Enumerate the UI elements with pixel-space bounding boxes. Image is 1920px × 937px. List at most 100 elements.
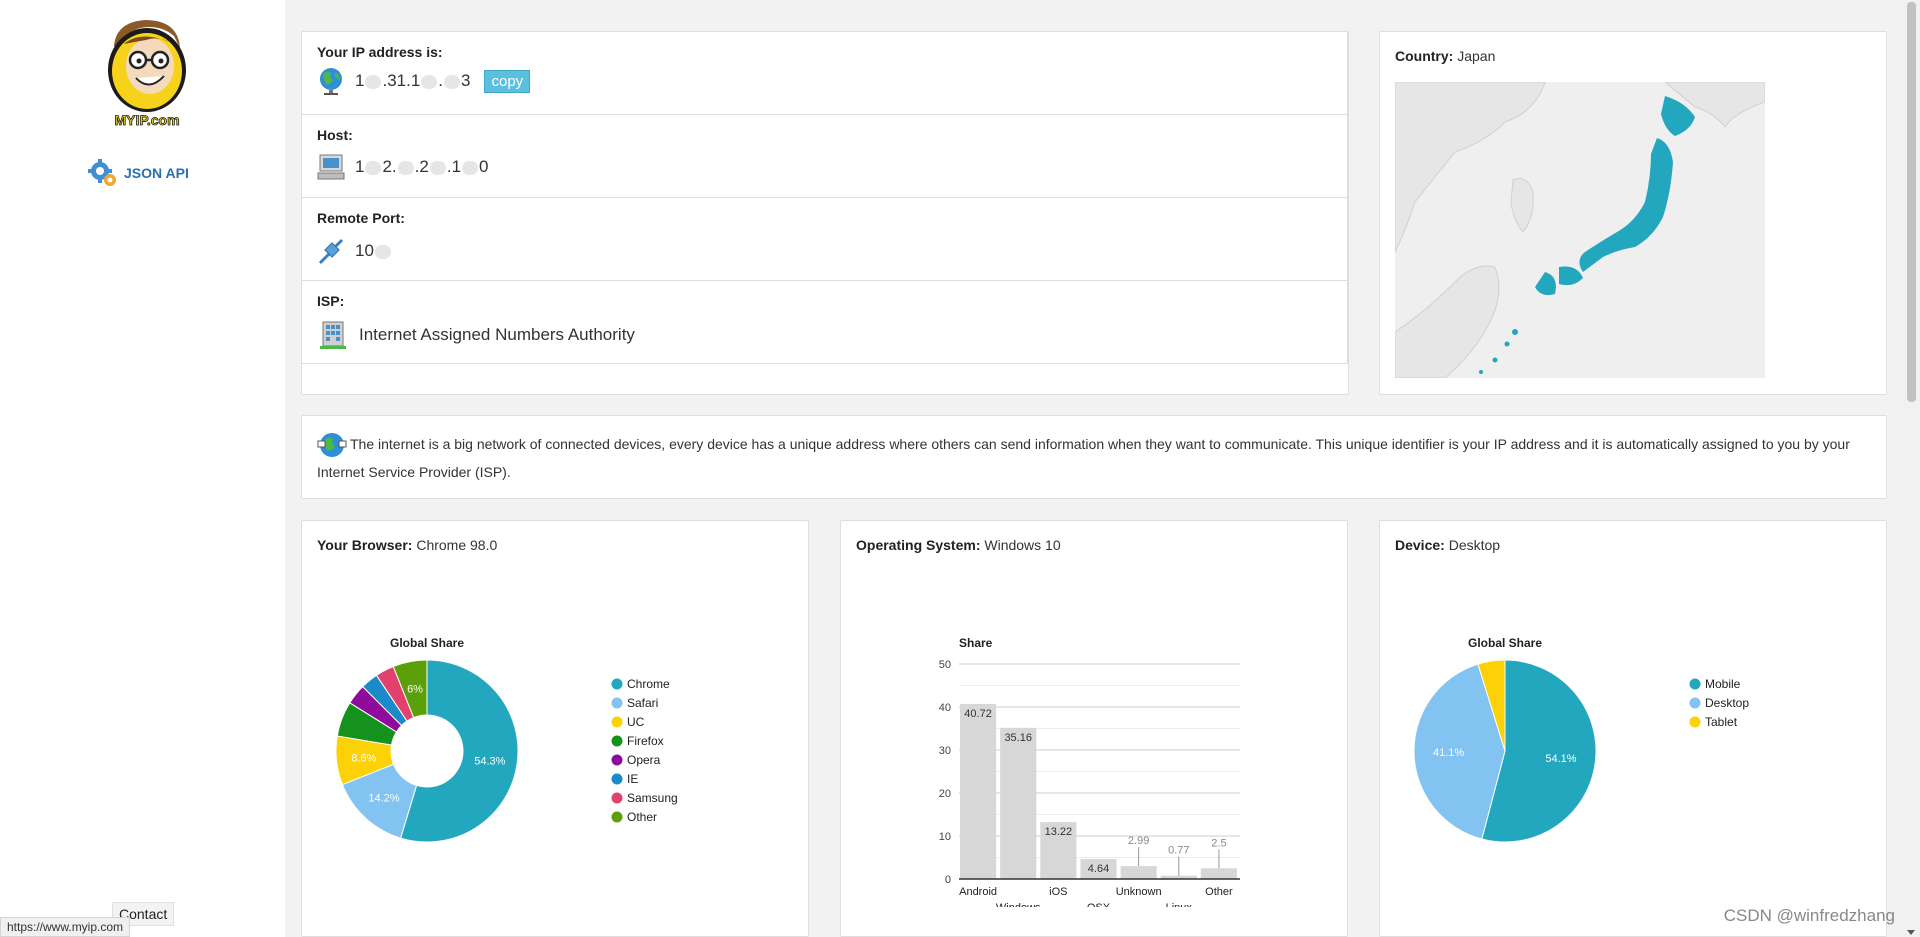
os-xtick-android: Android [959,886,997,898]
myip-logo[interactable]: MYIP.com [100,14,194,130]
os-ytick-40: 40 [939,702,951,714]
browser-legend-chrome[interactable]: Chrome [627,677,670,691]
japan-shape [1479,96,1695,374]
os-share-chart: Share 0 10 20 30 40 50 40.72 Android 35.16 Windows… [939,636,1240,907]
remote-port-row: Remote Port: 10 [302,198,1348,281]
device-slice-label-mobile: 54.1% [1545,753,1576,765]
os-bar-linux[interactable] [1160,875,1197,879]
browser-legend-uc[interactable]: UC [627,715,645,729]
scroll-down-arrow[interactable] [1907,930,1915,935]
isp-value: Internet Assigned Numbers Authority [359,325,635,344]
network-cable-icon [318,238,344,265]
os-bar-label-ios: 13.22 [1045,826,1073,838]
os-bar-label-osx: 4.64 [1088,863,1109,875]
os-xtick-ios: iOS [1049,886,1067,898]
browser-slice-label-uc: 8.6% [351,753,376,765]
os-xtick-unknown: Unknown [1116,886,1162,898]
country-map [1395,82,1765,378]
os-bar-label-linux: 0.77 [1168,845,1189,857]
browser-chart-title: Global Share [390,636,464,650]
browser-slice-label-other: 6% [407,684,423,696]
device-legend-swatch-desktop [1689,697,1701,709]
os-xtick-linux: Linux [1166,902,1193,907]
browser-value: Chrome 98.0 [416,537,498,553]
browser-legend-swatch-firefox [611,735,623,747]
copy-ip-button[interactable]: copy [484,69,531,93]
os-ytick-0: 0 [945,874,951,886]
device-legend-mobile[interactable]: Mobile [1705,677,1741,691]
browser-legend-swatch-other [611,811,623,823]
cartoon-face-icon: MYIP.com [108,20,186,128]
json-api-link[interactable]: JSON API [88,158,189,188]
ip-address-row: Your IP address is: 1.31.1. 3 copy [302,32,1348,115]
os-bar-label-windows: 35.16 [1004,732,1032,744]
os-panel: Operating System: Windows 10 Share 0 10 20 3… [840,520,1348,937]
os-bar-ios[interactable] [1040,822,1077,879]
device-slice-tablet[interactable] [1477,659,1506,752]
device-share-chart: Global Share 54.1% Mobile 41.1% Desktop Table… [1413,636,1749,843]
browser-legend-other[interactable]: Other [627,810,657,824]
ip-info-panel: Your IP address is: 1.31.1. 3 copy Host: [301,31,1349,395]
country-title: Country: Japan [1395,48,1496,64]
browser-legend-swatch-chrome [611,678,623,690]
os-xtick-osx: OSX [1087,902,1111,907]
os-bar-label-other: 2.5 [1211,837,1226,849]
info-text: The internet is a big network of connect… [317,431,1871,486]
browser-legend-samsung[interactable]: Samsung [627,791,678,805]
os-ytick-20: 20 [939,788,951,800]
browser-legend-swatch-opera [611,754,623,766]
gears-icon [88,159,116,186]
device-legend-swatch-mobile [1689,678,1701,690]
host-label: Host: [317,127,353,143]
browser-legend-swatch-ie [611,773,623,785]
device-slice-mobile[interactable] [1481,659,1597,843]
os-ytick-50: 50 [939,659,951,671]
browser-legend-ie[interactable]: IE [627,772,638,786]
os-bar-label-android: 40.72 [964,708,992,720]
scrollbar-thumb[interactable] [1907,2,1916,402]
isp-label: ISP: [317,293,345,309]
os-bar-unknown[interactable] [1120,866,1157,879]
browser-slice-label-safari: 14.2% [368,793,399,805]
computer-icon [317,154,345,180]
info-panel: The internet is a big network of connect… [301,415,1887,499]
os-bar-windows[interactable] [1000,727,1037,879]
browser-legend-swatch-samsung [611,792,623,804]
globe-network-icon [317,433,347,458]
device-slice-label-desktop: 41.1% [1433,747,1464,759]
browser-legend-firefox[interactable]: Firefox [627,734,664,748]
os-xtick-windows: Windows [996,902,1041,907]
device-legend-tablet[interactable]: Tablet [1705,715,1738,729]
os-value: Windows 10 [984,537,1061,553]
host-row: Host: 1 2. .2.1 0 [302,115,1348,198]
device-chart-title: Global Share [1468,636,1542,650]
device-value: Desktop [1448,537,1501,553]
os-bar-label-unknown: 2.99 [1128,835,1149,847]
json-api-label: JSON API [124,165,189,181]
globe-icon [320,68,342,95]
device-legend-swatch-tablet [1689,716,1701,728]
sidebar: MYIP.com JSON API Contact [0,0,285,937]
browser-legend-opera[interactable]: Opera [627,753,661,767]
watermark: CSDN @winfredzhang [1723,906,1895,925]
device-slice-desktop[interactable] [1413,663,1506,840]
browser-slice-chrome[interactable] [399,659,519,843]
page-scrollbar[interactable] [1903,0,1920,937]
ip-address-value: 1.31.1. 3 [355,71,471,90]
device-panel: Device: Desktop Global Share 54.1% Mobile 4… [1379,520,1887,937]
remote-port-value: 10 [355,241,392,261]
building-icon [320,321,346,349]
browser-slice-label-chrome: 54.3% [474,755,505,767]
os-ytick-10: 10 [939,831,951,843]
os-bar-android[interactable] [960,703,997,879]
device-legend-desktop[interactable]: Desktop [1705,696,1749,710]
isp-row: ISP: Internet Assigned Numbers Authority [302,281,1348,364]
os-title: Operating System: Windows 10 [856,537,1061,553]
browser-slice-other[interactable] [392,659,428,719]
host-value: 1 2. .2.1 0 [355,157,489,176]
os-bar-other[interactable] [1200,868,1237,879]
browser-legend-safari[interactable]: Safari [627,696,658,710]
browser-legend-swatch-safari [611,697,623,709]
os-bar-osx[interactable] [1080,859,1117,879]
browser-share-chart: Global Share 54.3% Chrome 14.2% Safari 8.6% UC… [335,636,678,843]
